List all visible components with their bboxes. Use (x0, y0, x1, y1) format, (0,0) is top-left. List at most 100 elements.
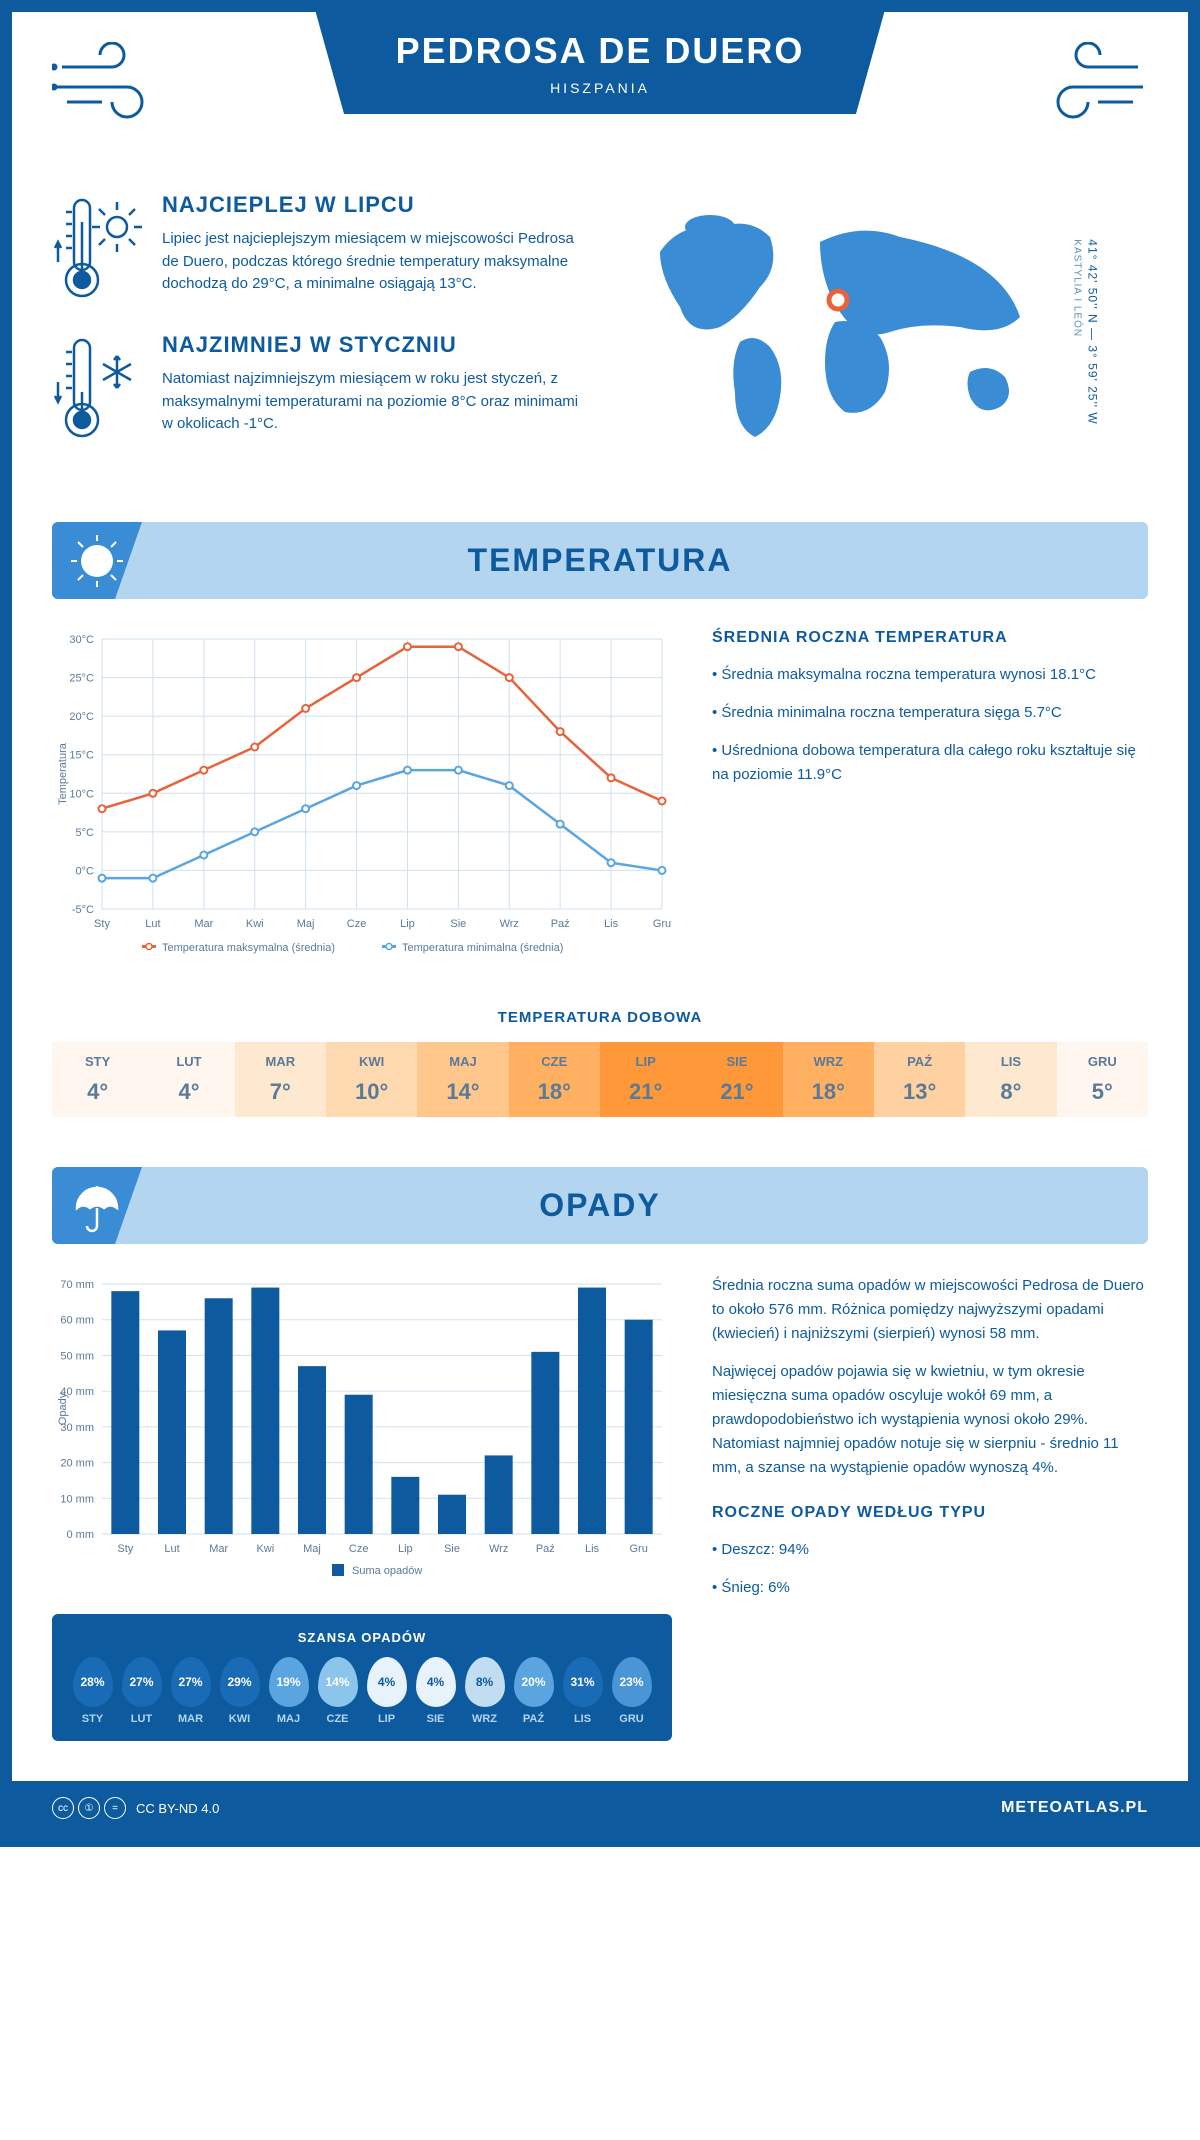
region-label: KASTYLIA I LEÓN (1071, 239, 1082, 337)
intro-row: NAJCIEPLEJ W LIPCU Lipiec jest najcieple… (52, 192, 1148, 472)
svg-text:Temperatura minimalna (średnia: Temperatura minimalna (średnia) (402, 942, 563, 954)
svg-text:Kwi: Kwi (256, 1543, 274, 1555)
sun-icon (52, 522, 142, 599)
svg-text:25°C: 25°C (69, 673, 94, 685)
svg-text:Temperatura maksymalna (średni: Temperatura maksymalna (średnia) (162, 942, 335, 954)
chance-drop: 19%MAJ (264, 1657, 313, 1725)
svg-text:Suma opadów: Suma opadów (352, 1565, 422, 1577)
cold-title: NAJZIMNIEJ W STYCZNIU (162, 332, 580, 358)
site-label: METEOATLAS.PL (1001, 1799, 1148, 1817)
svg-text:Mar: Mar (194, 918, 213, 930)
precip-p1: Średnia roczna suma opadów w miejscowośc… (712, 1274, 1148, 1346)
chance-drop: 28%STY (68, 1657, 117, 1725)
svg-text:Paź: Paź (551, 918, 570, 930)
svg-text:5°C: 5°C (76, 827, 95, 839)
chance-drop: 14%CZE (313, 1657, 362, 1725)
svg-text:Lut: Lut (164, 1543, 179, 1555)
cold-fact: NAJZIMNIEJ W STYCZNIU Natomiast najzimni… (52, 332, 580, 442)
chance-drop: 27%MAR (166, 1657, 215, 1725)
wind-icon-left (52, 42, 162, 122)
license-label: CC BY-ND 4.0 (136, 1801, 219, 1816)
daily-cell: PAŹ13° (874, 1042, 965, 1117)
daily-cell: WRZ18° (783, 1042, 874, 1117)
daily-cell: LIS8° (965, 1042, 1056, 1117)
daily-cell: STY4° (52, 1042, 143, 1117)
temp-bullet-2: • Średnia minimalna roczna temperatura s… (712, 701, 1148, 725)
svg-text:Temperatura: Temperatura (57, 742, 69, 805)
precip-title: OPADY (72, 1187, 1128, 1224)
daily-cell: GRU5° (1057, 1042, 1148, 1117)
header: PEDROSA DE DUERO HISZPANIA (52, 12, 1148, 162)
location-title: PEDROSA DE DUERO (396, 30, 805, 72)
precip-chance-box: SZANSA OPADÓW 28%STY27%LUT27%MAR29%KWI19… (52, 1614, 672, 1741)
svg-text:15°C: 15°C (69, 750, 94, 762)
chance-drop: 27%LUT (117, 1657, 166, 1725)
svg-text:Gru: Gru (653, 918, 671, 930)
hot-fact: NAJCIEPLEJ W LIPCU Lipiec jest najcieple… (52, 192, 580, 302)
hot-body: Lipiec jest najcieplejszym miesiącem w m… (162, 228, 580, 296)
svg-text:Sty: Sty (94, 918, 110, 930)
svg-text:Wrz: Wrz (489, 1543, 508, 1555)
svg-text:50 mm: 50 mm (60, 1350, 94, 1362)
coordinates: 41° 42' 50'' N — 3° 59' 25'' W (1085, 239, 1099, 424)
chance-drop: 31%LIS (558, 1657, 607, 1725)
svg-text:Opady: Opady (57, 1392, 69, 1425)
precip-type-title: ROCZNE OPADY WEDŁUG TYPU (712, 1504, 1148, 1522)
precip-type-1: • Deszcz: 94% (712, 1538, 1148, 1562)
svg-text:Sie: Sie (450, 918, 466, 930)
svg-text:Mar: Mar (209, 1543, 228, 1555)
daily-cell: KWI10° (326, 1042, 417, 1117)
temp-side-title: ŚREDNIA ROCZNA TEMPERATURA (712, 629, 1148, 647)
svg-text:20°C: 20°C (69, 711, 94, 723)
daily-cell: LUT4° (143, 1042, 234, 1117)
svg-text:60 mm: 60 mm (60, 1315, 94, 1327)
svg-text:Maj: Maj (297, 918, 315, 930)
svg-text:20 mm: 20 mm (60, 1458, 94, 1470)
svg-text:Sie: Sie (444, 1543, 460, 1555)
svg-text:Sty: Sty (117, 1543, 133, 1555)
chance-title: SZANSA OPADÓW (68, 1630, 656, 1645)
svg-text:Maj: Maj (303, 1543, 321, 1555)
daily-cell: CZE18° (509, 1042, 600, 1117)
svg-text:Lis: Lis (585, 1543, 600, 1555)
svg-text:Cze: Cze (347, 918, 367, 930)
temp-bullet-1: • Średnia maksymalna roczna temperatura … (712, 663, 1148, 687)
svg-text:0 mm: 0 mm (67, 1529, 95, 1541)
temp-title: TEMPERATURA (72, 542, 1128, 579)
svg-text:Paź: Paź (536, 1543, 555, 1555)
umbrella-icon (52, 1167, 142, 1244)
svg-text:Wrz: Wrz (500, 918, 519, 930)
chance-drop: 29%KWI (215, 1657, 264, 1725)
svg-text:70 mm: 70 mm (60, 1279, 94, 1291)
cc-icon: cc①= (52, 1797, 126, 1819)
temp-bullet-3: • Uśredniona dobowa temperatura dla całe… (712, 739, 1148, 787)
chance-drop: 23%GRU (607, 1657, 656, 1725)
daily-title: TEMPERATURA DOBOWA (52, 1009, 1148, 1026)
thermometer-snow-icon (52, 332, 142, 442)
wind-icon-right (1038, 42, 1148, 122)
svg-text:0°C: 0°C (76, 865, 95, 877)
hot-title: NAJCIEPLEJ W LIPCU (162, 192, 580, 218)
footer: cc①= CC BY-ND 4.0 METEOATLAS.PL (12, 1781, 1188, 1835)
chance-drop: 4%LIP (362, 1657, 411, 1725)
daily-cell: LIP21° (600, 1042, 691, 1117)
svg-text:Lis: Lis (604, 918, 619, 930)
precip-bar-chart: 0 mm10 mm20 mm30 mm40 mm50 mm60 mm70 mmS… (52, 1274, 672, 1594)
svg-text:Lut: Lut (145, 918, 160, 930)
world-map: 41° 42' 50'' N — 3° 59' 25'' W KASTYLIA … (620, 192, 1148, 472)
infographic-page: PEDROSA DE DUERO HISZPANIA NAJCIEPLEJ W … (0, 0, 1200, 1847)
daily-cell: MAR7° (235, 1042, 326, 1117)
svg-text:Lip: Lip (398, 1543, 413, 1555)
cold-body: Natomiast najzimniejszym miesiącem w rok… (162, 368, 580, 436)
svg-text:Gru: Gru (629, 1543, 647, 1555)
svg-text:Kwi: Kwi (246, 918, 264, 930)
daily-cell: MAJ14° (417, 1042, 508, 1117)
temp-section-header: TEMPERATURA (52, 522, 1148, 599)
svg-text:30°C: 30°C (69, 634, 94, 646)
chance-drop: 4%SIE (411, 1657, 460, 1725)
temp-line-chart: -5°C0°C5°C10°C15°C20°C25°C30°CStyLutMarK… (52, 629, 672, 969)
chance-drop: 20%PAŹ (509, 1657, 558, 1725)
svg-text:10°C: 10°C (69, 788, 94, 800)
daily-cell: SIE21° (691, 1042, 782, 1117)
daily-temp-table: STY4°LUT4°MAR7°KWI10°MAJ14°CZE18°LIP21°S… (52, 1042, 1148, 1117)
